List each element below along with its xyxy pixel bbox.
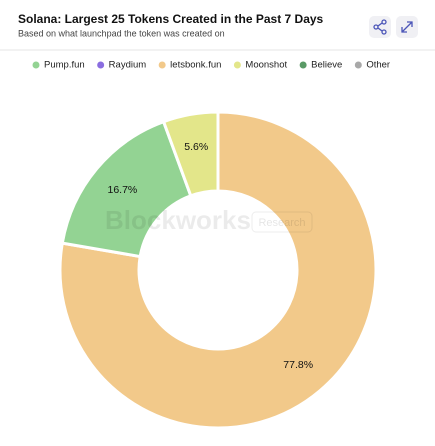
chart-subtitle: Based on what launchpad the token was cr… — [18, 28, 225, 38]
data-label: 16.7% — [108, 184, 138, 196]
legend-label: letsbonk.fun — [170, 60, 221, 71]
legend-label: Pump.fun — [44, 60, 85, 71]
data-label: 77.8% — [283, 359, 313, 371]
donut-slice — [58, 110, 378, 430]
legend-swatch — [158, 61, 166, 69]
watermark: Blockworks — [105, 205, 251, 235]
donut-slice — [161, 110, 220, 198]
legend-swatch — [97, 61, 105, 69]
data-label: 5.6% — [184, 141, 208, 153]
legend-label: Other — [366, 60, 390, 71]
legend-swatch — [32, 61, 40, 69]
watermark: Research — [258, 217, 305, 229]
expand-button[interactable] — [396, 16, 418, 38]
watermark-box — [251, 211, 313, 233]
share-button[interactable] — [369, 16, 391, 38]
legend-swatch — [299, 61, 307, 69]
legend-label: Moonshot — [245, 60, 287, 71]
chart-title: Solana: Largest 25 Tokens Created in the… — [18, 12, 324, 26]
legend-swatch — [233, 61, 241, 69]
legend-label: Believe — [311, 60, 342, 71]
legend-swatch — [354, 61, 362, 69]
legend-label: Raydium — [109, 60, 147, 71]
